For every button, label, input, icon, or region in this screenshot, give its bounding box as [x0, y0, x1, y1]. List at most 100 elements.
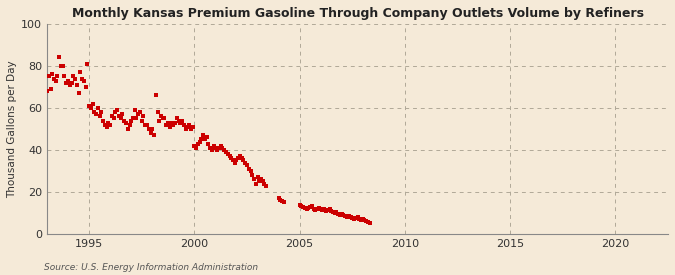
- Point: [156, 114, 167, 119]
- Point: [230, 160, 240, 165]
- Point: [159, 116, 170, 121]
- Point: [151, 93, 161, 98]
- Point: [105, 123, 115, 127]
- Point: [187, 125, 198, 129]
- Point: [72, 82, 82, 87]
- Point: [338, 213, 349, 217]
- Point: [192, 141, 203, 146]
- Point: [221, 150, 232, 154]
- Point: [278, 200, 289, 205]
- Point: [178, 123, 189, 127]
- Point: [200, 137, 211, 142]
- Point: [231, 158, 242, 163]
- Point: [82, 62, 92, 66]
- Point: [124, 123, 135, 127]
- Point: [238, 158, 249, 163]
- Point: [51, 78, 61, 83]
- Point: [361, 219, 372, 224]
- Point: [64, 82, 75, 87]
- Point: [254, 179, 265, 184]
- Point: [259, 181, 270, 186]
- Point: [196, 137, 207, 142]
- Point: [327, 210, 338, 214]
- Point: [63, 78, 74, 83]
- Point: [90, 112, 101, 116]
- Point: [203, 141, 214, 146]
- Point: [119, 118, 130, 123]
- Point: [227, 158, 238, 163]
- Point: [256, 177, 267, 182]
- Point: [210, 146, 221, 150]
- Point: [173, 118, 184, 123]
- Point: [348, 217, 359, 221]
- Point: [128, 116, 138, 121]
- Point: [55, 64, 66, 68]
- Point: [215, 144, 226, 148]
- Point: [224, 154, 235, 158]
- Point: [308, 207, 319, 211]
- Point: [335, 213, 346, 217]
- Point: [96, 110, 107, 114]
- Point: [359, 218, 370, 222]
- Point: [189, 144, 200, 148]
- Point: [157, 116, 168, 121]
- Point: [362, 220, 373, 225]
- Point: [319, 207, 329, 211]
- Point: [321, 209, 331, 213]
- Point: [54, 55, 65, 60]
- Point: [222, 152, 233, 156]
- Point: [143, 127, 154, 131]
- Point: [175, 120, 186, 125]
- Point: [184, 123, 194, 127]
- Point: [312, 207, 323, 211]
- Title: Monthly Kansas Premium Gasoline Through Company Outlets Volume by Refiners: Monthly Kansas Premium Gasoline Through …: [72, 7, 643, 20]
- Point: [352, 215, 363, 219]
- Point: [117, 112, 128, 116]
- Point: [275, 198, 286, 202]
- Point: [89, 110, 100, 114]
- Point: [247, 173, 258, 177]
- Point: [248, 177, 259, 182]
- Point: [154, 118, 165, 123]
- Point: [130, 108, 140, 112]
- Point: [209, 144, 219, 148]
- Point: [152, 110, 163, 114]
- Point: [261, 183, 272, 188]
- Point: [314, 205, 325, 210]
- Point: [342, 215, 352, 219]
- Point: [315, 207, 326, 211]
- Point: [42, 89, 53, 93]
- Point: [59, 74, 70, 79]
- Point: [126, 118, 136, 123]
- Point: [252, 175, 263, 179]
- Point: [66, 81, 77, 85]
- Point: [101, 125, 112, 129]
- Point: [357, 217, 368, 221]
- Point: [140, 123, 151, 127]
- Point: [171, 116, 182, 121]
- Point: [75, 70, 86, 75]
- Point: [324, 207, 335, 211]
- Point: [304, 204, 315, 209]
- Point: [168, 123, 179, 127]
- Point: [245, 169, 256, 173]
- Point: [207, 148, 217, 152]
- Point: [107, 114, 117, 119]
- Point: [212, 148, 223, 152]
- Point: [138, 114, 148, 119]
- Point: [364, 221, 375, 226]
- Point: [142, 123, 153, 127]
- Point: [85, 106, 96, 110]
- Point: [333, 212, 344, 216]
- Point: [122, 127, 133, 131]
- Point: [177, 118, 188, 123]
- Point: [43, 74, 54, 79]
- Point: [194, 139, 205, 144]
- Point: [110, 110, 121, 114]
- Point: [161, 123, 171, 127]
- Point: [201, 135, 212, 139]
- Point: [243, 167, 254, 171]
- Point: [186, 127, 196, 131]
- Text: Source: U.S. Energy Information Administration: Source: U.S. Energy Information Administ…: [44, 263, 258, 272]
- Point: [301, 207, 312, 211]
